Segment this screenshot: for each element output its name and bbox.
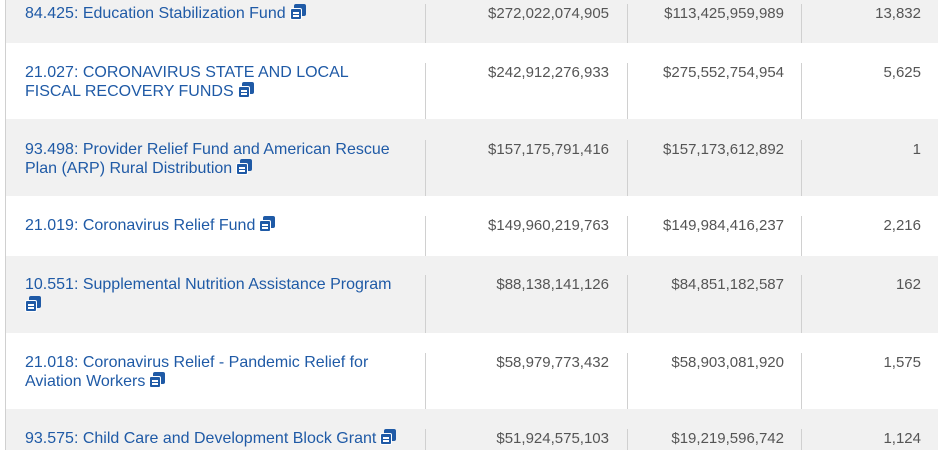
amount1-cell: $51,924,575,103 bbox=[426, 429, 628, 450]
table-row: 93.575: Child Care and Development Block… bbox=[5, 409, 938, 450]
program-link[interactable]: 21.018: Coronavirus Relief - Pandemic Re… bbox=[25, 354, 369, 390]
count-cell: 162 bbox=[895, 276, 921, 293]
table-row: 93.498: Provider Relief Fund and America… bbox=[5, 119, 938, 196]
amount2-cell: $19,219,596,742 bbox=[628, 429, 802, 450]
program-link[interactable]: 21.019: Coronavirus Relief Fund bbox=[25, 217, 256, 234]
program-cell: 21.018: Coronavirus Relief - Pandemic Re… bbox=[6, 353, 426, 409]
amount2-cell: $84,851,182,587 bbox=[628, 275, 802, 333]
program-cell: 84.425: Education Stabilization Fund bbox=[6, 4, 426, 43]
amount2-cell: $157,173,612,892 bbox=[628, 140, 802, 196]
copy-icon[interactable] bbox=[25, 296, 41, 312]
count-cell: 1,575 bbox=[883, 354, 921, 371]
copy-icon[interactable] bbox=[236, 159, 253, 175]
program-link[interactable]: 93.575: Child Care and Development Block… bbox=[25, 430, 377, 447]
copy-icon[interactable] bbox=[380, 429, 397, 445]
copy-icon[interactable] bbox=[289, 4, 306, 20]
amount2-cell: $149,984,416,237 bbox=[628, 216, 802, 256]
copy-icon[interactable] bbox=[149, 372, 166, 388]
amount2-cell: $58,903,081,920 bbox=[628, 353, 802, 409]
program-link[interactable]: 84.425: Education Stabilization Fund bbox=[25, 5, 286, 22]
program-cell: 93.575: Child Care and Development Block… bbox=[6, 429, 426, 450]
program-link[interactable]: 10.551: Supplemental Nutrition Assistanc… bbox=[25, 276, 392, 293]
table-row: 84.425: Education Stabilization Fund $27… bbox=[5, 0, 938, 43]
amount1-cell: $242,912,276,933 bbox=[426, 63, 628, 119]
amount1-cell: $157,175,791,416 bbox=[426, 140, 628, 196]
amount1-cell: $272,022,074,905 bbox=[426, 4, 628, 43]
amount1-cell: $88,138,141,126 bbox=[426, 275, 628, 333]
table-row: 21.019: Coronavirus Relief Fund $149,960… bbox=[5, 196, 938, 256]
program-link[interactable]: 93.498: Provider Relief Fund and America… bbox=[25, 141, 390, 177]
count-cell: 13,832 bbox=[875, 5, 921, 22]
table-row: 21.018: Coronavirus Relief - Pandemic Re… bbox=[5, 333, 938, 409]
count-cell: 5,625 bbox=[883, 64, 921, 81]
program-cell: 21.027: CORONAVIRUS STATE AND LOCAL FISC… bbox=[6, 63, 426, 119]
program-cell: 93.498: Provider Relief Fund and America… bbox=[6, 140, 426, 196]
program-cell: 21.019: Coronavirus Relief Fund bbox=[6, 216, 426, 256]
program-link[interactable]: 21.027: CORONAVIRUS STATE AND LOCAL FISC… bbox=[25, 64, 349, 100]
count-cell: 2,216 bbox=[883, 217, 921, 234]
copy-icon[interactable] bbox=[237, 82, 254, 98]
copy-icon[interactable] bbox=[259, 216, 276, 232]
amount1-cell: $58,979,773,432 bbox=[426, 353, 628, 409]
amount2-cell: $275,552,754,954 bbox=[628, 63, 802, 119]
count-cell: 1 bbox=[912, 141, 921, 158]
count-cell: 1,124 bbox=[883, 430, 921, 447]
table-row: 10.551: Supplemental Nutrition Assistanc… bbox=[5, 256, 938, 333]
amount1-cell: $149,960,219,763 bbox=[426, 216, 628, 256]
program-cell: 10.551: Supplemental Nutrition Assistanc… bbox=[6, 275, 426, 333]
table-row: 21.027: CORONAVIRUS STATE AND LOCAL FISC… bbox=[5, 43, 938, 119]
amount2-cell: $113,425,959,989 bbox=[628, 4, 802, 43]
